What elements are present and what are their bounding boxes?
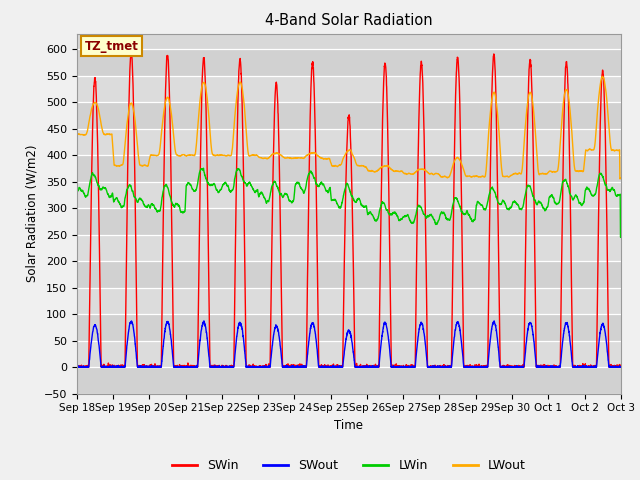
SWin — [225, 364, 233, 370]
SWout — [402, 364, 410, 370]
LWin — [200, 165, 207, 171]
SWout — [189, 364, 197, 370]
SWin — [617, 364, 625, 370]
Bar — [77, 208, 621, 235]
Line: SWin: SWin — [77, 51, 621, 367]
LWout — [565, 98, 573, 104]
SWout — [565, 331, 573, 337]
Line: LWout: LWout — [77, 76, 621, 179]
SWin — [402, 364, 410, 370]
LWin — [617, 234, 625, 240]
SWin — [566, 144, 573, 150]
SWout — [617, 364, 625, 370]
SWout — [617, 364, 625, 370]
LWout — [402, 171, 410, 177]
Bar — [77, 288, 621, 314]
Text: TZ_tmet: TZ_tmet — [85, 40, 139, 53]
Bar — [77, 156, 621, 182]
LWout — [617, 176, 625, 181]
SWin — [617, 363, 625, 369]
LWout — [617, 176, 625, 181]
LWout — [598, 73, 606, 79]
Bar — [77, 76, 621, 102]
LWin — [73, 190, 81, 196]
LWin — [189, 187, 197, 193]
Bar — [77, 341, 621, 367]
SWin — [127, 48, 135, 54]
Bar — [77, 182, 621, 208]
Bar — [77, 49, 621, 76]
X-axis label: Time: Time — [334, 419, 364, 432]
LWin — [617, 234, 625, 240]
Bar — [77, 235, 621, 261]
Bar — [77, 129, 621, 156]
Bar — [77, 314, 621, 341]
Legend: SWin, SWout, LWin, LWout: SWin, SWout, LWin, LWout — [167, 455, 531, 477]
Bar — [77, 261, 621, 288]
Bar — [77, 102, 621, 129]
LWout — [73, 132, 81, 138]
Bar — [77, 367, 621, 394]
SWout — [200, 318, 208, 324]
Line: SWout: SWout — [77, 321, 621, 367]
LWin — [225, 186, 233, 192]
SWin — [73, 364, 81, 370]
SWin — [190, 363, 198, 369]
SWin — [412, 336, 419, 341]
LWout — [616, 176, 624, 182]
SWout — [73, 364, 81, 370]
LWin — [565, 188, 573, 194]
LWin — [617, 234, 625, 240]
Title: 4-Band Solar Radiation: 4-Band Solar Radiation — [265, 13, 433, 28]
SWout — [412, 361, 419, 367]
LWout — [412, 169, 419, 175]
SWin — [73, 364, 81, 370]
LWout — [189, 153, 197, 158]
LWin — [402, 213, 410, 218]
LWin — [412, 214, 419, 219]
Y-axis label: Solar Radiation (W/m2): Solar Radiation (W/m2) — [25, 145, 38, 282]
SWout — [225, 364, 233, 370]
LWout — [225, 153, 232, 158]
Line: LWin: LWin — [77, 168, 621, 237]
